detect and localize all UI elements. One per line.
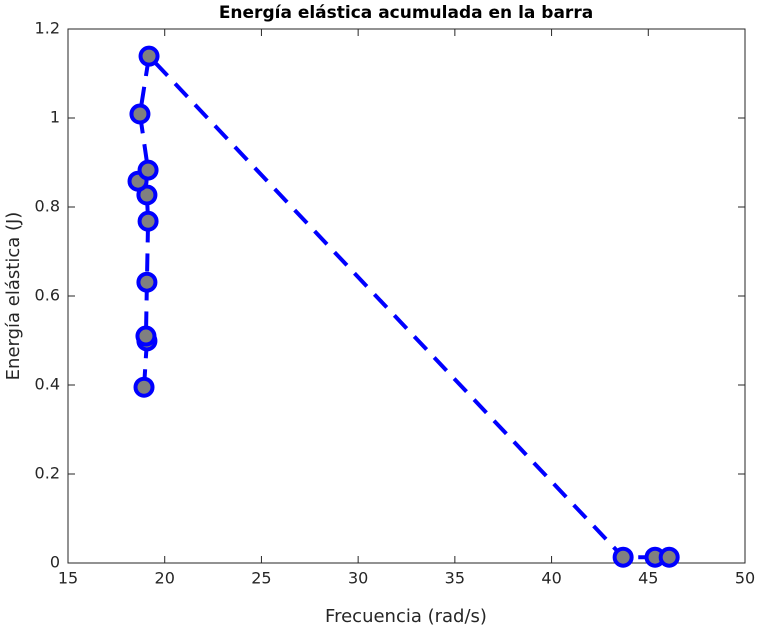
y-tick-label: 0.4 — [35, 375, 60, 394]
data-point — [136, 271, 158, 293]
y-axis-label: Energía elástica (J) — [3, 212, 24, 381]
data-point — [137, 159, 159, 181]
x-tick-label: 25 — [251, 569, 271, 588]
y-tick-label: 0.8 — [35, 197, 60, 216]
y-tick-label: 0.2 — [35, 464, 60, 483]
x-tick-label: 20 — [155, 569, 175, 588]
x-tick-label: 40 — [541, 569, 561, 588]
x-tick-label: 15 — [58, 569, 78, 588]
plot-box — [67, 28, 746, 564]
data-point — [133, 376, 155, 398]
x-tick-label: 35 — [445, 569, 465, 588]
data-point — [138, 45, 160, 67]
y-tick-label: 1.2 — [35, 19, 60, 38]
y-tick-label: 1 — [50, 108, 60, 127]
x-tick-label: 30 — [348, 569, 368, 588]
data-point — [129, 103, 151, 125]
data-point — [135, 325, 157, 347]
chart-title: Energía elástica acumulada en la barra — [219, 3, 593, 23]
data-point — [658, 546, 680, 568]
data-point — [612, 546, 634, 568]
x-tick-label: 50 — [735, 569, 755, 588]
data-line — [135, 51, 670, 560]
x-tick-label: 45 — [638, 569, 658, 588]
y-tick-label: 0.6 — [35, 286, 60, 305]
data-point — [137, 210, 159, 232]
x-axis-label: Frecuencia (rad/s) — [325, 606, 487, 627]
y-tick-label: 0 — [50, 553, 60, 572]
